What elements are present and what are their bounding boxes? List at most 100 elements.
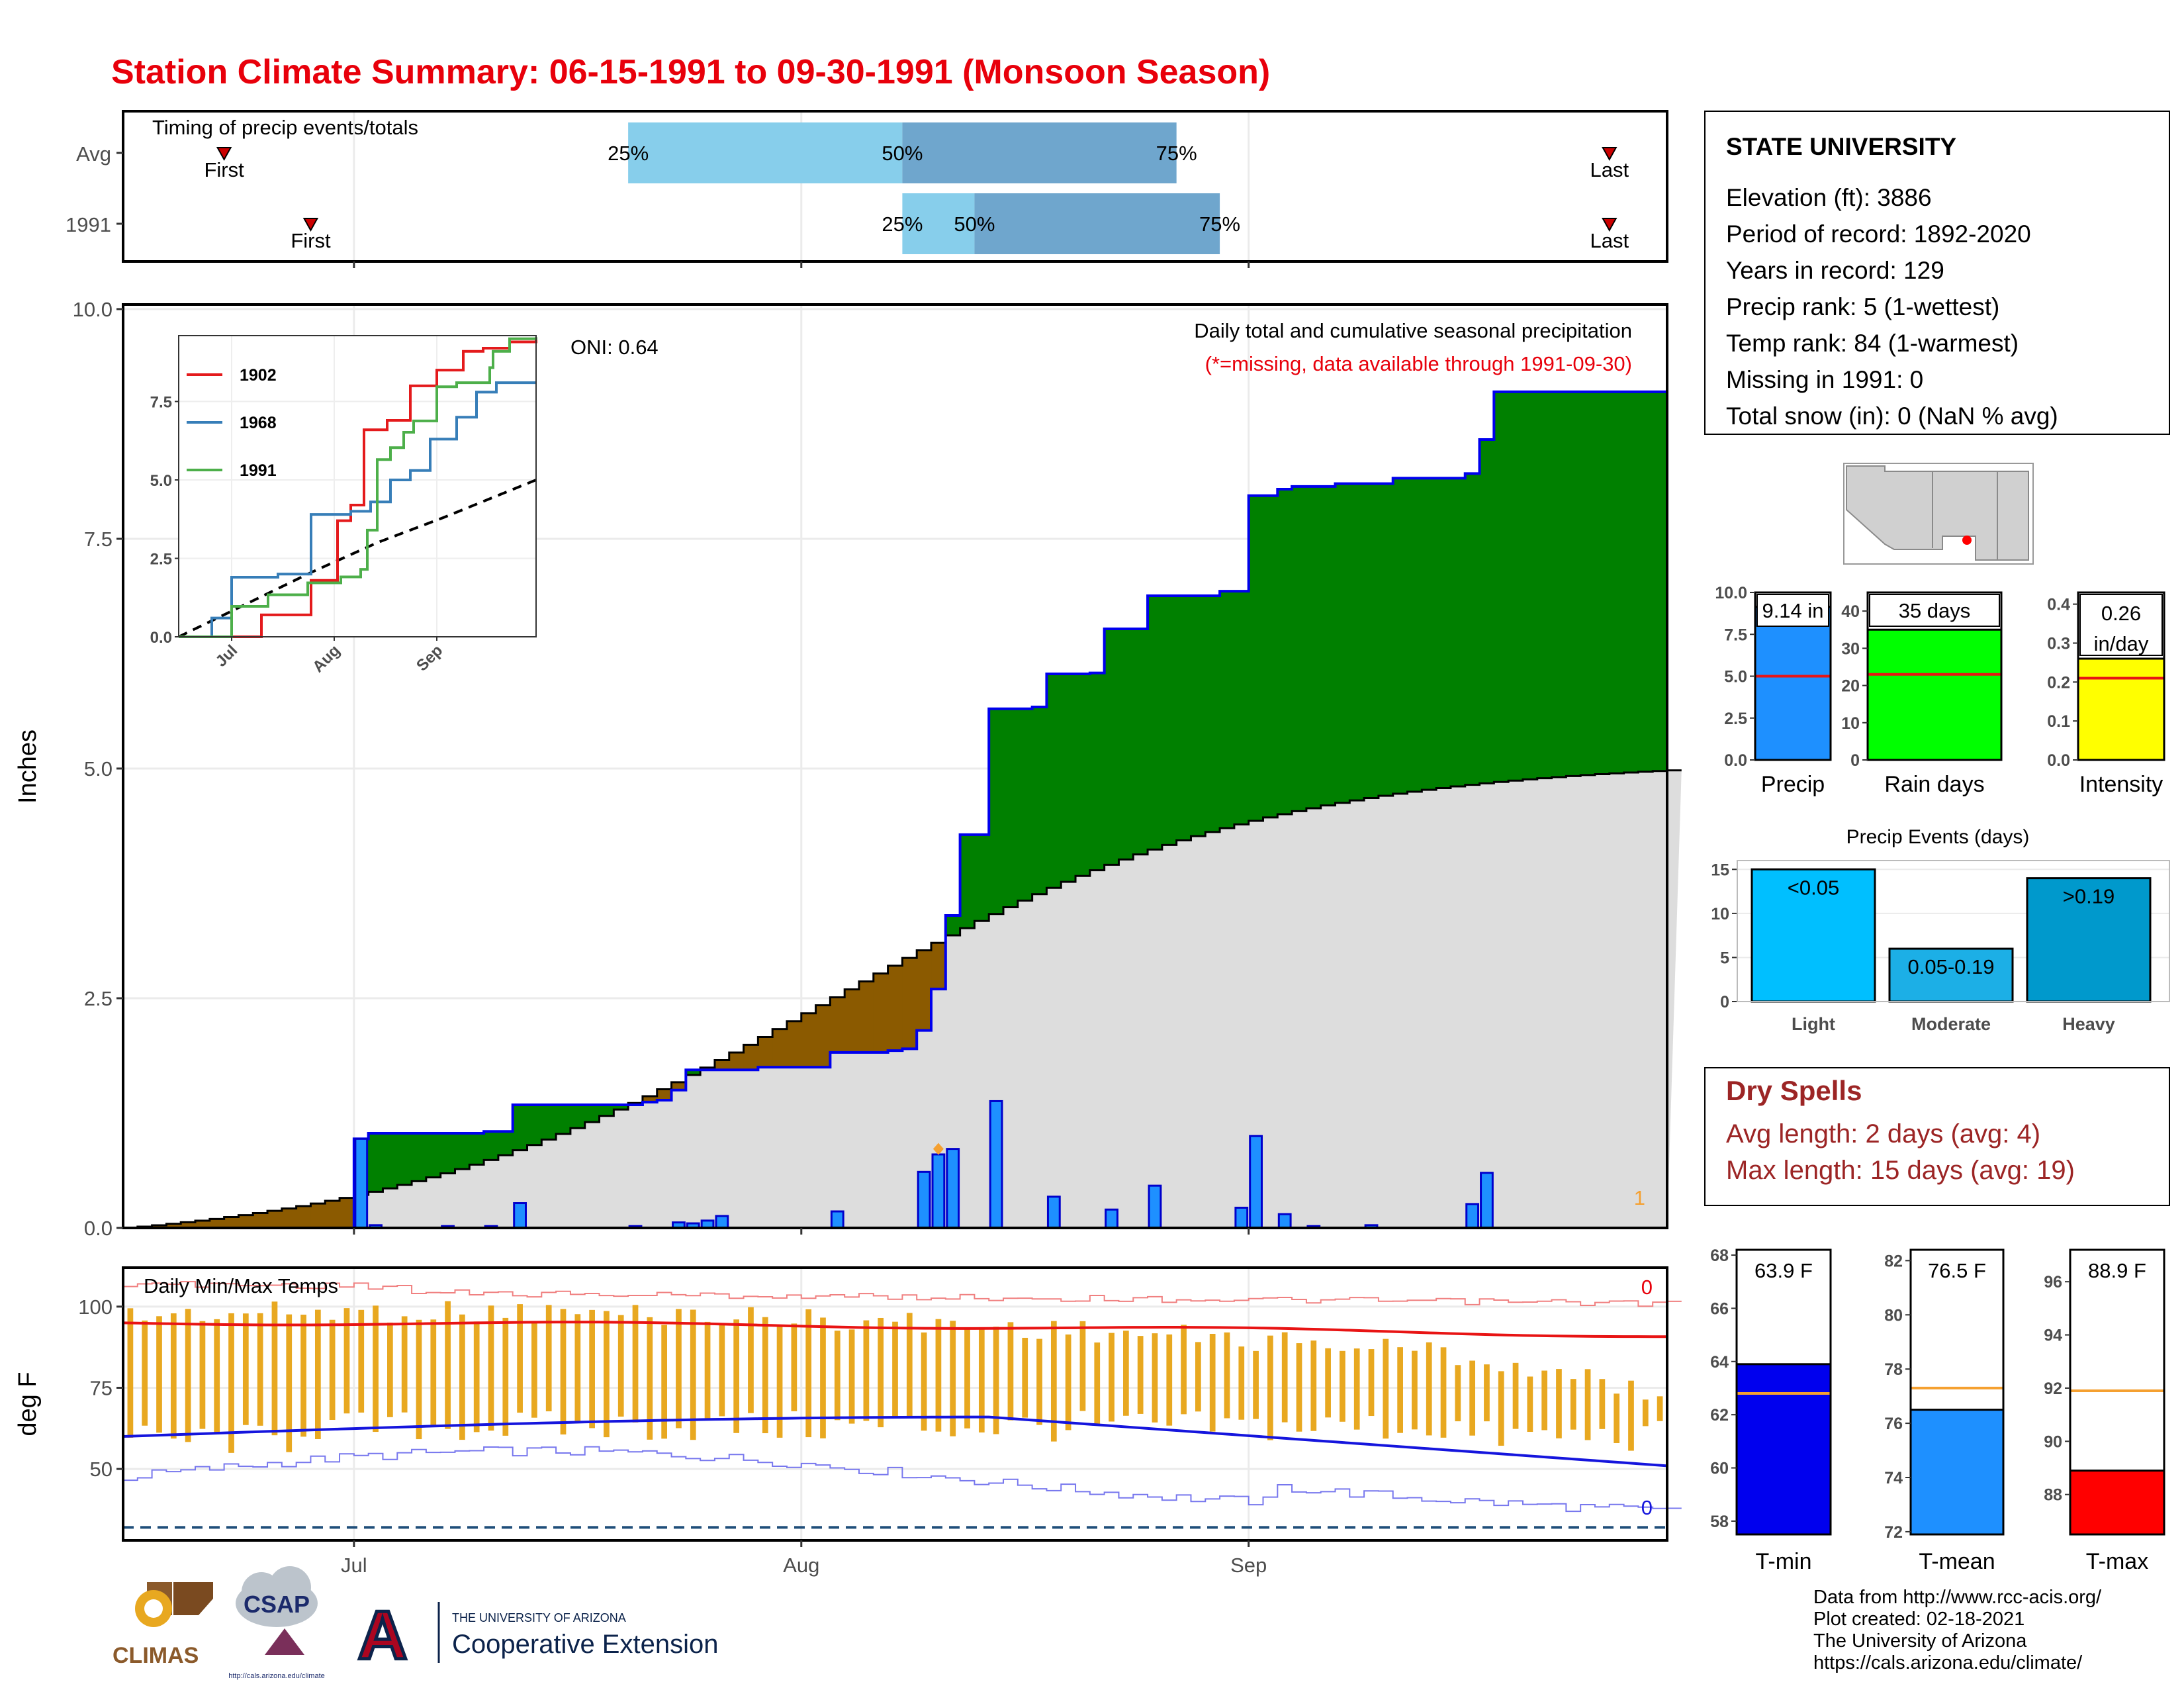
- surplus-segment: [1205, 596, 1220, 832]
- surplus-segment: [1046, 674, 1062, 888]
- daily-temp-bar: [459, 1314, 465, 1440]
- surplus-segment: [368, 1133, 383, 1192]
- timing-q50-q75-bar: [902, 122, 1177, 183]
- temp-mean-t-min-tick-label: 68: [1710, 1246, 1729, 1265]
- climas-mark-right: [173, 1582, 213, 1615]
- daily-temp-bar: [676, 1309, 682, 1429]
- daily-temp-bar: [228, 1313, 234, 1453]
- location-map: [1843, 463, 2034, 565]
- daily-temp-bar: [978, 1327, 985, 1432]
- deficit-segment: [830, 997, 845, 1053]
- deficit-segment: [340, 1197, 355, 1228]
- dry-spells-max: Max length: 15 days (avg: 19): [1726, 1156, 2075, 1185]
- precip-y-axis: 0.0 2.5 5.0 7.5 10.0: [73, 298, 1250, 1240]
- deficit-segment: [267, 1211, 283, 1228]
- daily-temp-bar: [1628, 1380, 1634, 1451]
- daily-precip-bar: [1046, 1196, 1061, 1229]
- daily-temp-bar: [127, 1308, 134, 1438]
- surplus-segment: [1032, 706, 1047, 894]
- daily-precip-bar: [931, 1153, 946, 1229]
- daily-precip-bar: [715, 1215, 729, 1229]
- surplus-segment: [541, 1105, 557, 1140]
- timing-last-marker: [1602, 218, 1617, 232]
- surplus-segment: [1075, 674, 1091, 876]
- daily-temp-bar: [1166, 1334, 1173, 1426]
- surplus-segment: [584, 1105, 600, 1123]
- surplus-segment: [1017, 708, 1033, 901]
- deficit-segment: [325, 1201, 340, 1228]
- daily-temp-bar: [1455, 1365, 1461, 1422]
- mean-max-line: [122, 1321, 1667, 1338]
- timing-first-marker: [216, 147, 232, 162]
- daily-temp-bar: [1310, 1340, 1317, 1431]
- daily-temp-bar: [1498, 1371, 1504, 1446]
- daily-temp-bar: [589, 1309, 595, 1429]
- temp-mean-t-mean-bar: [1909, 1409, 2005, 1536]
- daily-temp-bar: [1109, 1333, 1115, 1422]
- daily-temp-bar: [358, 1309, 365, 1413]
- total-intensity-value-box: [2079, 594, 2163, 656]
- daily-temp-bar: [1469, 1360, 1476, 1436]
- deficit-segment: [772, 1029, 788, 1068]
- surplus-segment: [599, 1105, 614, 1116]
- temp-mean-t-max-label: T-max: [2086, 1549, 2148, 1574]
- surplus-segment: [1638, 391, 1653, 772]
- total-intensity-tick-label: 0.0: [2047, 751, 2070, 770]
- daily-temp-bar: [1541, 1370, 1548, 1430]
- daily-temp-bar: [430, 1319, 437, 1427]
- surplus-segment: [455, 1133, 470, 1170]
- surplus-segment: [1089, 673, 1105, 870]
- temp-mean-t-mean-value-label: 76.5 F: [1928, 1259, 1986, 1282]
- daily-temp-bar: [1267, 1335, 1273, 1440]
- total-rain-days-tick-label: 20: [1841, 677, 1860, 696]
- timing-q50-q75-bar: [974, 193, 1220, 254]
- surplus-segment: [1292, 486, 1307, 812]
- temp-mean-t-mean-frame: [1909, 1248, 2005, 1536]
- daily-temp-bar: [733, 1319, 740, 1433]
- daily-temp-bar: [416, 1319, 422, 1440]
- temperature-panel: 50 75 100 Jul Aug Sep Daily Min/Max Temps 0 0…: [14, 1266, 1682, 1577]
- daily-temp-bar: [848, 1329, 855, 1424]
- daily-precip-bar: [989, 1100, 1003, 1229]
- total-precip-tick-label: 2.5: [1724, 710, 1747, 728]
- daily-temp-bar: [473, 1321, 480, 1432]
- daily-temp-bar: [1224, 1332, 1230, 1419]
- temp-label: Daily Min/Max Temps: [144, 1274, 338, 1297]
- timing-last-label: Last: [1590, 229, 1629, 252]
- total-rain-days-value-box: [1869, 594, 2000, 627]
- daily-temp-bar: [935, 1319, 942, 1432]
- climas-logo: CLIMAS: [113, 1582, 213, 1668]
- total-intensity-tick-label: 0.2: [2047, 673, 2070, 692]
- surplus-segment: [1508, 391, 1524, 781]
- precip-y-tick-label: 5.0: [84, 757, 113, 780]
- daily-temp-bar: [156, 1316, 162, 1433]
- surplus-segment: [1335, 483, 1350, 803]
- state-shapes: [1846, 465, 2029, 561]
- daily-temp-bar: [1007, 1322, 1014, 1421]
- precip-header: Daily total and cumulative seasonal prec…: [1194, 319, 1632, 342]
- surplus-segment: [1234, 591, 1250, 825]
- cumulative-fill: [123, 390, 1682, 1229]
- deficit-segment: [714, 1060, 730, 1070]
- timing-panel: Timing of precip events/totals Avg 25% 50%…: [66, 110, 1668, 268]
- daily-precip-bar: [354, 1137, 369, 1229]
- deficit-segment: [815, 1005, 831, 1068]
- daily-temp-bar: [343, 1308, 350, 1414]
- station-line: Years in record: 129: [1726, 257, 1944, 284]
- daily-precip-bar: [513, 1202, 527, 1229]
- daily-temp-bar: [185, 1309, 191, 1442]
- station-line: Period of record: 1892-2020: [1726, 220, 2031, 248]
- temp-mean-t-min-label: T-min: [1756, 1549, 1812, 1574]
- daily-temp-bar: [1657, 1396, 1663, 1421]
- surplus-segment: [1349, 483, 1365, 801]
- total-intensity-tick-label: 0.1: [2047, 712, 2070, 731]
- daily-temp-bar: [1094, 1342, 1101, 1425]
- inset-series-1991: [179, 337, 537, 638]
- daily-temp-bar: [921, 1332, 927, 1431]
- precip-y-tick-label: 0.0: [84, 1217, 113, 1240]
- total-precip-tick-label: 0.0: [1724, 751, 1747, 770]
- deficit-segment: [224, 1217, 239, 1228]
- daily-temp-bar: [300, 1315, 306, 1437]
- surplus-segment: [945, 915, 961, 936]
- surplus-segment: [1378, 483, 1394, 796]
